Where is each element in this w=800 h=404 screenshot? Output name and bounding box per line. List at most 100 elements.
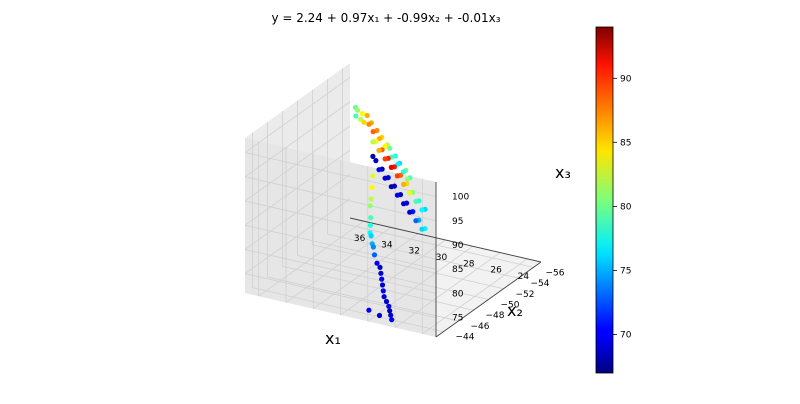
y-tick-label: −52 bbox=[516, 290, 535, 300]
data-point bbox=[377, 264, 383, 270]
grid-y-floor bbox=[327, 233, 519, 279]
data-point bbox=[419, 226, 425, 232]
colorbar-tick-label: 80 bbox=[620, 202, 632, 212]
colorbar-tick-label: 85 bbox=[620, 138, 631, 148]
x-axis-label: x₁ bbox=[325, 329, 341, 348]
grid-z-back bbox=[244, 273, 437, 319]
grid-y-floor bbox=[282, 265, 474, 311]
grid-z-back bbox=[244, 249, 437, 294]
data-point bbox=[370, 129, 376, 135]
data-point bbox=[370, 244, 376, 250]
z-tick-label: 80 bbox=[452, 289, 464, 299]
data-point bbox=[394, 173, 400, 179]
y-tick-label: −54 bbox=[531, 279, 550, 289]
y-axis-label: x₂ bbox=[507, 301, 523, 320]
data-point bbox=[388, 164, 394, 170]
data-point bbox=[386, 303, 392, 309]
data-point bbox=[376, 312, 383, 319]
data-point bbox=[366, 121, 372, 127]
colorbar-tick-label: 70 bbox=[620, 331, 632, 341]
data-point bbox=[419, 207, 425, 213]
data-point bbox=[382, 175, 388, 181]
data-point bbox=[388, 312, 394, 318]
data-point bbox=[379, 276, 385, 282]
axes-edges bbox=[349, 182, 542, 338]
data-point bbox=[401, 201, 407, 207]
y-tick-label: −44 bbox=[456, 333, 475, 343]
data-point bbox=[407, 209, 413, 215]
x-tick-label: 36 bbox=[354, 234, 366, 244]
y-tick-label: −50 bbox=[501, 301, 520, 311]
data-point bbox=[367, 203, 373, 209]
data-point bbox=[388, 184, 394, 190]
data-point bbox=[380, 288, 386, 294]
x-tick-label: 32 bbox=[408, 247, 419, 257]
x-tick-label: 30 bbox=[436, 253, 448, 263]
data-point bbox=[413, 198, 419, 204]
data-points bbox=[352, 104, 428, 323]
data-point bbox=[364, 112, 370, 119]
colorbar-tick-label: 75 bbox=[620, 267, 631, 277]
data-point bbox=[371, 252, 378, 258]
grid-z-back bbox=[244, 224, 437, 270]
x-tick-label: 26 bbox=[490, 266, 502, 276]
grid-z-left bbox=[244, 125, 351, 202]
data-point bbox=[389, 317, 395, 323]
data-point bbox=[378, 270, 384, 276]
colorbar-ticks: 70 75 80 85 90 bbox=[613, 74, 632, 341]
data-point bbox=[373, 158, 379, 164]
x-tick-label: 28 bbox=[463, 259, 475, 269]
data-point bbox=[354, 107, 361, 113]
grid-y-floor bbox=[297, 255, 489, 300]
data-point bbox=[353, 113, 359, 119]
z-tick-label: 100 bbox=[452, 193, 469, 203]
x-axis-line bbox=[349, 217, 542, 263]
data-point bbox=[413, 218, 419, 224]
y-axis-line bbox=[435, 261, 542, 338]
colorbar: 70 75 80 85 90 bbox=[595, 26, 632, 374]
data-point bbox=[382, 156, 388, 162]
data-point bbox=[374, 260, 380, 266]
data-point bbox=[376, 167, 382, 173]
data-point bbox=[387, 145, 393, 151]
grid-z-left bbox=[244, 77, 351, 153]
data-point bbox=[369, 184, 375, 190]
z-tick-label: 90 bbox=[452, 241, 464, 251]
data-point bbox=[387, 308, 393, 314]
y-tick-label: −46 bbox=[471, 322, 490, 332]
data-point bbox=[359, 110, 365, 117]
data-point bbox=[381, 294, 387, 300]
data-point bbox=[370, 173, 376, 179]
grid-z-left bbox=[244, 101, 351, 178]
grid-y-floor bbox=[267, 276, 459, 322]
y-tick-label: −48 bbox=[486, 311, 505, 321]
data-point bbox=[366, 307, 372, 313]
grid-z-back bbox=[244, 152, 437, 197]
data-point bbox=[370, 139, 376, 145]
data-point bbox=[383, 298, 390, 305]
grid-y-floor bbox=[252, 287, 444, 333]
grid-z-back bbox=[244, 176, 437, 222]
data-point bbox=[404, 176, 411, 182]
chart-title: y = 2.24 + 0.97x₁ + -0.99x₂ + -0.01x₃ bbox=[271, 11, 500, 25]
data-point bbox=[394, 192, 400, 198]
x-tick-label: 34 bbox=[381, 240, 393, 250]
data-point bbox=[376, 147, 382, 153]
z-tick-label: 75 bbox=[452, 314, 463, 324]
axis-ticks: 24 26 28 30 32 34 36 −44−46−48−50−52−54−56 75 80 8… bbox=[354, 193, 565, 343]
grid-z-left bbox=[244, 174, 351, 250]
z-tick-label: 95 bbox=[452, 217, 463, 227]
grid-z-left bbox=[244, 149, 351, 226]
data-point bbox=[407, 190, 413, 196]
colorbar-tick-label: 90 bbox=[620, 74, 632, 84]
grid-z-left bbox=[244, 198, 351, 274]
grid-y-floor bbox=[312, 244, 504, 290]
x-tick-label: 24 bbox=[518, 272, 530, 282]
colorbar-gradient bbox=[595, 26, 614, 374]
data-point bbox=[370, 153, 376, 159]
data-point bbox=[361, 119, 367, 125]
data-point bbox=[401, 181, 407, 187]
data-point bbox=[368, 196, 374, 202]
